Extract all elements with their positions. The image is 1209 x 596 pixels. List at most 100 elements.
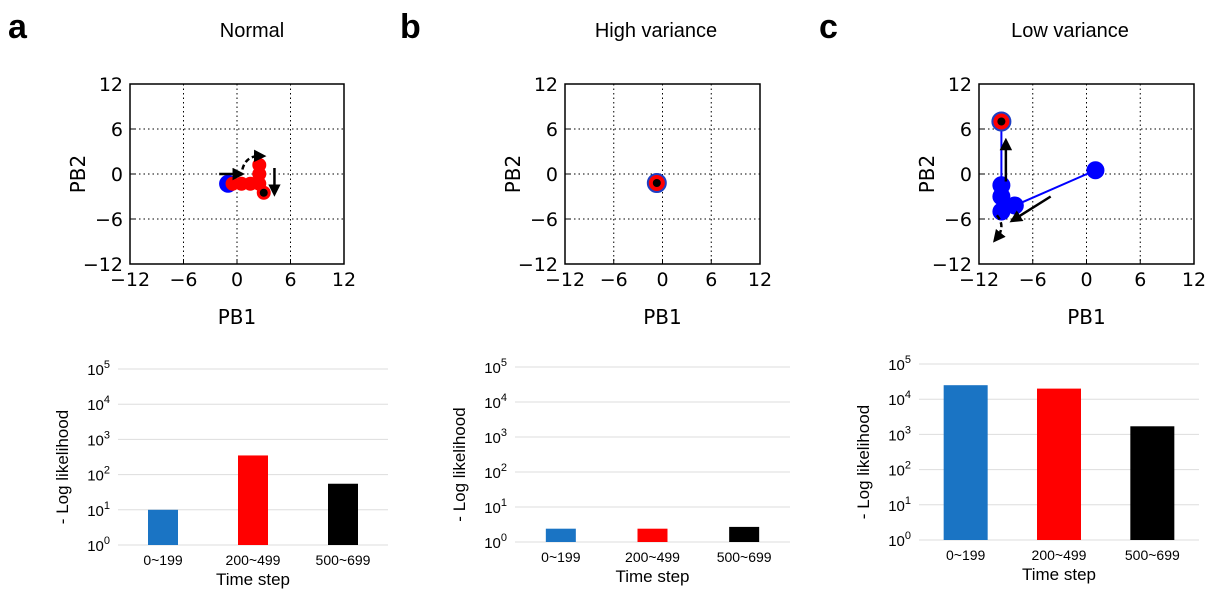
x-tick-label: −6 (600, 269, 628, 291)
x-tick-label: 0~199 (946, 547, 986, 563)
x-tick-label: 12 (332, 269, 356, 291)
tick-base: 10 (87, 397, 104, 414)
x-tick-label: 6 (1134, 269, 1146, 291)
y-tick-label: 104 (87, 394, 110, 414)
tick-exponent: 0 (905, 530, 911, 542)
y-axis-label: PB2 (66, 155, 90, 194)
tick-exponent: 2 (905, 460, 911, 472)
y-tick-label: 105 (888, 354, 911, 374)
x-tick-label: −12 (110, 269, 150, 291)
tick-base: 10 (484, 465, 501, 482)
panel-title: High variance (594, 20, 718, 42)
tick-exponent: 0 (501, 532, 507, 544)
x-tick-label: −12 (959, 269, 999, 291)
direction-arrow (241, 149, 267, 170)
y-tick-label: 102 (484, 462, 507, 482)
y-tick-label: −6 (95, 209, 123, 231)
tick-exponent: 1 (501, 497, 507, 509)
panel-b: b High variance −12 −12 −6 −6 0 0 6 6 12 12 PB1 PB2… (400, 0, 800, 596)
tick-base: 10 (888, 533, 905, 550)
data-point-end (259, 188, 268, 197)
x-tick-label: −6 (1019, 269, 1047, 291)
x-axis-label: Time step (216, 570, 290, 589)
x-axis-label: PB1 (643, 305, 682, 329)
y-axis-label: - Log likelihood (450, 407, 469, 521)
bar-3 (1130, 426, 1175, 540)
y-tick-label: 105 (87, 359, 110, 379)
direction-arrow (1009, 195, 1052, 223)
y-tick-label: 103 (87, 429, 110, 449)
x-tick-label: 200~499 (226, 552, 281, 568)
y-tick-label: 12 (534, 74, 558, 96)
data-point-end (652, 179, 661, 187)
x-tick-label: 0~199 (541, 549, 581, 565)
panel-c: c Low variance −12 −12 −6 −6 0 0 6 6 12 12 PB1 PB2 1… (809, 0, 1209, 596)
tick-exponent: 4 (905, 389, 911, 401)
tick-exponent: 5 (905, 354, 911, 366)
y-tick-label: 104 (484, 392, 507, 412)
tick-base: 10 (888, 498, 905, 515)
tick-exponent: 3 (501, 427, 507, 439)
y-tick-label: 101 (888, 495, 911, 515)
y-tick-label: 103 (888, 424, 911, 444)
y-tick-label: 6 (546, 119, 558, 141)
direction-arrow (993, 214, 1006, 243)
panel-title: Low variance (1011, 20, 1129, 42)
y-tick-label: 0 (960, 164, 972, 186)
y-tick-label: 105 (484, 357, 507, 377)
x-tick-label: 0 (231, 269, 243, 291)
tick-base: 10 (87, 468, 104, 485)
x-tick-label: 500~699 (717, 549, 772, 565)
panel-letter: b (400, 8, 421, 46)
tick-exponent: 0 (104, 535, 110, 547)
x-tick-label: 200~499 (1032, 547, 1087, 563)
bar-1 (943, 385, 988, 540)
tick-base: 10 (87, 538, 104, 555)
tick-base: 10 (888, 392, 905, 409)
y-tick-label: 12 (99, 74, 123, 96)
tick-base: 10 (484, 395, 501, 412)
x-axis-label: PB1 (218, 305, 257, 329)
x-tick-label: 12 (1182, 269, 1206, 291)
tick-base: 10 (484, 500, 501, 517)
x-tick-label: 200~499 (625, 549, 680, 565)
y-axis-label: PB2 (501, 155, 525, 194)
panel-title: Normal (219, 20, 285, 42)
y-tick-label: 101 (484, 497, 507, 517)
tick-base: 10 (888, 463, 905, 480)
x-tick-label: 0 (1080, 269, 1092, 291)
tick-exponent: 4 (501, 392, 507, 404)
y-tick-label: 100 (87, 535, 110, 555)
x-tick-label: 500~699 (1125, 547, 1180, 563)
y-tick-label: 102 (888, 460, 911, 480)
x-tick-label: −6 (169, 269, 197, 291)
data-point-blue (1005, 196, 1024, 215)
tick-exponent: 3 (104, 429, 110, 441)
y-tick-label: 100 (888, 530, 911, 550)
y-tick-label: −12 (83, 254, 123, 276)
trajectory-segment-blue (1014, 169, 1096, 207)
tick-exponent: 3 (905, 424, 911, 436)
x-axis-label: PB1 (1067, 305, 1106, 329)
tick-base: 10 (87, 503, 104, 520)
y-tick-label: −12 (518, 254, 558, 276)
y-tick-label: 100 (484, 532, 507, 552)
bar-2 (238, 455, 268, 545)
bar-1 (148, 509, 178, 545)
y-tick-label: −6 (530, 209, 558, 231)
y-tick-label: 101 (87, 500, 110, 520)
x-tick-label: 6 (284, 269, 296, 291)
tick-exponent: 5 (104, 359, 110, 371)
y-tick-label: 6 (111, 119, 123, 141)
y-tick-label: 0 (546, 164, 558, 186)
tick-exponent: 1 (905, 495, 911, 507)
x-tick-label: 0~199 (143, 552, 183, 568)
x-tick-label: 0 (656, 269, 668, 291)
bar-3 (328, 483, 358, 545)
x-tick-label: 6 (705, 269, 717, 291)
y-tick-label: 6 (960, 119, 972, 141)
bar-3 (729, 526, 760, 542)
tick-base: 10 (888, 357, 905, 374)
data-point-red (252, 158, 267, 172)
tick-exponent: 1 (104, 500, 110, 512)
